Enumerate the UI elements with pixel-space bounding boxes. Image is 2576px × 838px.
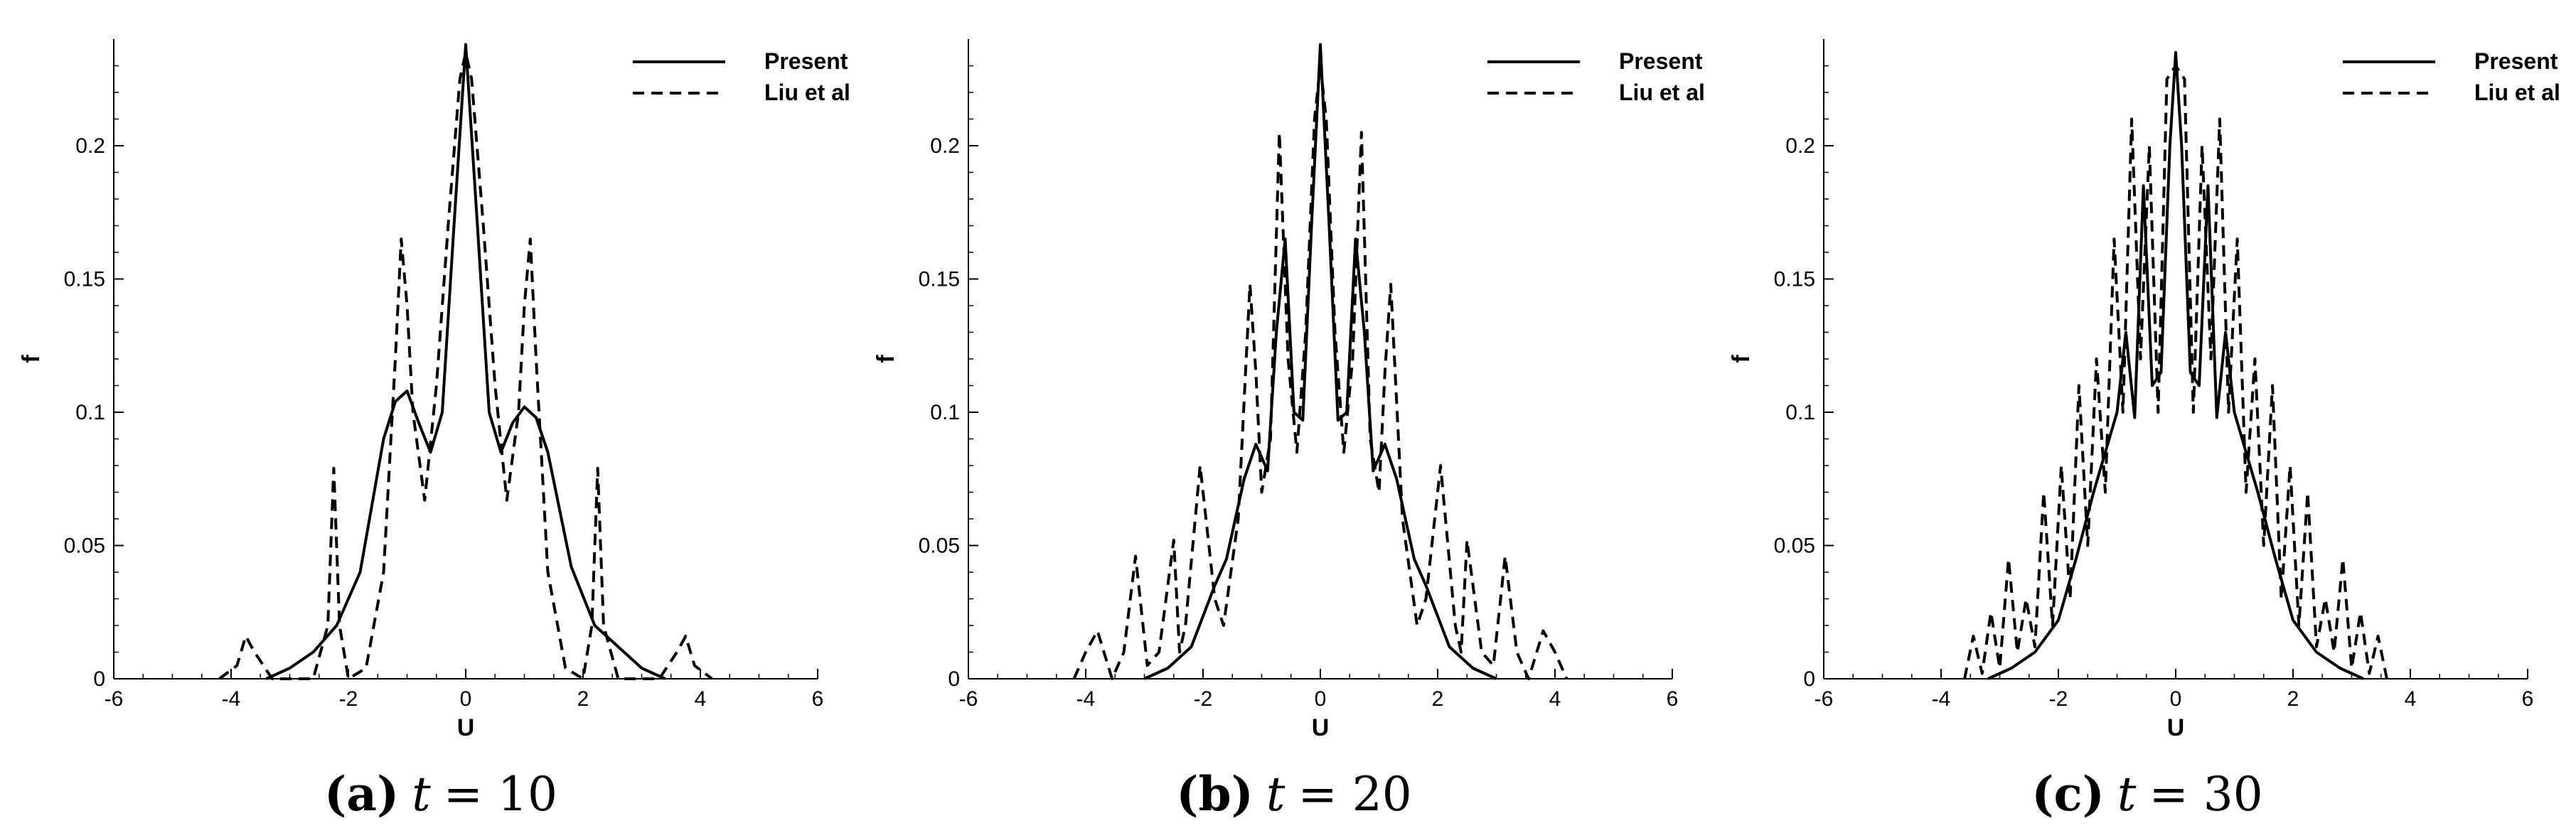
x-tick-label: 4 [1549,687,1561,711]
x-tick-label: -6 [105,687,124,711]
legend-label: Present [1619,48,1703,74]
y-axis-label: f [18,355,45,363]
x-tick-label: 4 [2405,687,2417,711]
x-tick-label: 6 [812,687,824,711]
x-tick-label: -4 [1076,687,1096,711]
y-tick-label: 0.15 [1774,268,1815,291]
chart-panel-1: -6 -4 -2 0 2 4 6 0 0.05 0.1 0.15 0.2 Uf Present Liu et… [18,39,850,822]
y-tick-label: 0.2 [1785,134,1815,158]
series-line-present [1143,43,1497,680]
legend-label: Present [2474,48,2558,74]
caption-value: = 20 [1298,767,1411,822]
series-line-liu-et-al [1072,64,1568,680]
legend-label: Present [764,48,848,74]
x-tick-label: 0 [1315,687,1327,711]
y-tick-label: 0 [1803,667,1815,691]
x-axis-label: U [2167,714,2185,741]
x-tick-label: 4 [695,687,707,711]
panel-caption: (b) t = 20 [1176,766,1411,822]
y-axis-label: f [872,355,899,363]
x-tick-label: 2 [1432,687,1444,711]
x-tick-label: -2 [339,687,358,711]
y-tick-label: 0.2 [75,134,105,158]
x-tick-label: -2 [1194,687,1213,711]
y-axis-label: f [1728,355,1755,363]
y-tick-label: 0.05 [64,535,105,558]
x-tick-label: -6 [1815,687,1834,711]
x-tick-label: -4 [222,687,241,711]
y-tick-label: 0 [93,667,105,691]
caption-value: = 10 [444,767,557,822]
caption-letter: (a) [324,766,399,822]
caption-variable: t [412,767,431,822]
caption-variable: t [2117,767,2137,822]
legend-label: Liu et al [2474,80,2560,105]
y-tick-label: 0 [948,667,960,691]
panel-caption: (c) t = 30 [2031,766,2262,822]
x-axis-label: U [1312,714,1330,741]
panel-caption: (a) t = 10 [324,766,557,822]
series-line-present [1987,50,2364,680]
x-axis-label: U [457,714,475,741]
series-line-liu-et-al [218,50,713,680]
y-tick-label: 0.15 [64,268,105,291]
y-tick-label: 0.1 [1785,401,1815,424]
x-tick-label: 6 [2522,687,2534,711]
x-tick-label: 2 [577,687,589,711]
caption-letter: (b) [1176,766,1254,822]
series-line-present [265,43,666,680]
caption-value: = 30 [2149,767,2262,822]
legend-label: Liu et al [1619,80,1705,105]
x-tick-label: -2 [2049,687,2068,711]
legend-label: Liu et al [764,80,850,105]
x-tick-label: 0 [2170,687,2182,711]
x-tick-label: -4 [1932,687,1951,711]
x-tick-label: -6 [959,687,978,711]
x-tick-label: 6 [1667,687,1679,711]
x-tick-label: 2 [2287,687,2299,711]
y-tick-label: 0.2 [930,134,960,158]
y-tick-label: 0.05 [919,535,960,558]
y-tick-label: 0.1 [75,401,105,424]
y-tick-label: 0.1 [930,401,960,424]
y-tick-label: 0.05 [1774,535,1815,558]
caption-letter: (c) [2031,766,2105,822]
caption-variable: t [1266,767,1286,822]
chart-panel-2: -6 -4 -2 0 2 4 6 0 0.05 0.1 0.15 0.2 Uf Present Liu et… [872,39,1705,822]
x-tick-label: 0 [460,687,472,711]
chart-panel-3: -6 -4 -2 0 2 4 6 0 0.05 0.1 0.15 0.2 Uf Present Liu et… [1728,39,2560,822]
y-tick-label: 0.15 [919,268,960,291]
series-line-liu-et-al [1963,64,2388,679]
